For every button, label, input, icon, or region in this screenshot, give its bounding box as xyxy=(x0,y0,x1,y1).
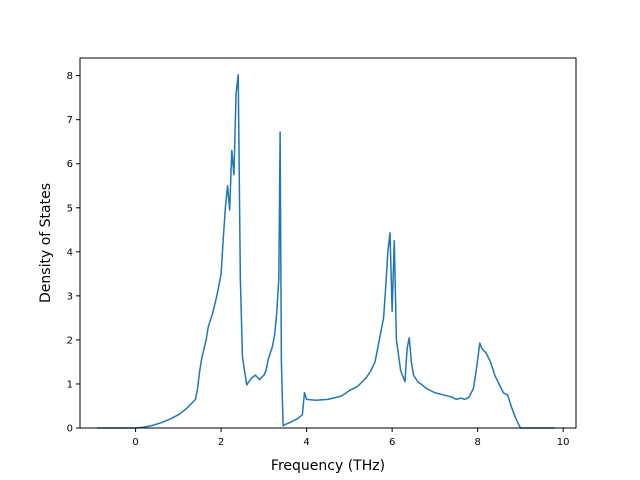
y-axis-ticks: 0 1 2 3 4 5 6 7 8 xyxy=(67,71,80,435)
x-tick-label: 4 xyxy=(303,437,309,448)
x-tick-label: 0 xyxy=(132,437,138,448)
dos-series-line xyxy=(97,73,555,429)
x-tick-label: 8 xyxy=(474,437,480,448)
y-tick-label: 1 xyxy=(67,379,73,390)
x-tick-label: 2 xyxy=(218,437,224,448)
y-tick-label: 7 xyxy=(67,115,73,126)
y-tick-label: 2 xyxy=(67,335,73,346)
x-axis-label: Frequency (THz) xyxy=(271,458,385,474)
y-tick-label: 5 xyxy=(67,203,73,214)
y-tick-label: 8 xyxy=(67,71,73,82)
y-tick-label: 0 xyxy=(67,424,73,435)
plot-area-frame xyxy=(79,57,577,429)
y-tick-label: 3 xyxy=(67,291,73,302)
y-tick-label: 6 xyxy=(67,159,73,170)
x-tick-label: 10 xyxy=(557,437,570,448)
y-axis-label: Density of States xyxy=(38,183,54,303)
y-tick-label: 4 xyxy=(67,247,73,258)
x-tick-label: 6 xyxy=(389,437,395,448)
series-line-layer xyxy=(97,73,555,429)
x-axis-ticks: 0 2 4 6 8 10 xyxy=(132,428,570,448)
